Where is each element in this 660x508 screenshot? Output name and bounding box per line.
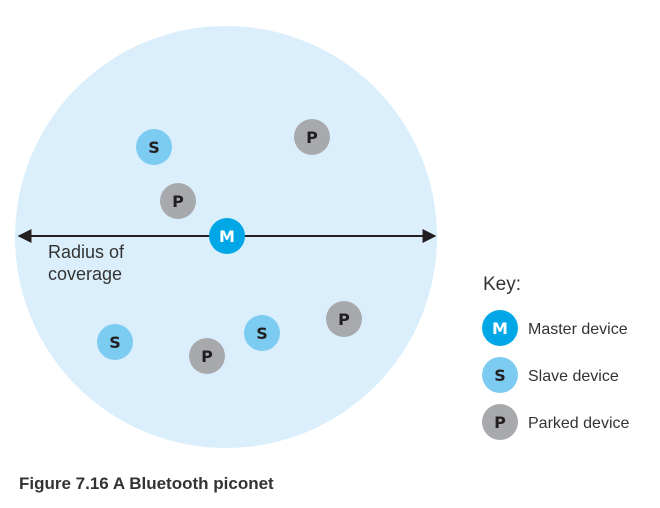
- parked-device-icon: [160, 183, 196, 219]
- key-label-master: Master device: [528, 321, 628, 338]
- parked-device-node: P: [160, 183, 196, 219]
- key-item-master: M: [482, 310, 518, 346]
- slave-device-icon: [136, 129, 172, 165]
- piconet-diagram: Radius of coverage S P P M S P S P Key: M Master…: [15, 26, 629, 448]
- parked-device-icon: [326, 301, 362, 337]
- device-nodes: S P P M S P S P: [97, 119, 362, 374]
- key-label-slave: Slave device: [528, 368, 619, 385]
- slave-device-letter: S: [494, 366, 506, 385]
- parked-device-letter: P: [172, 192, 184, 211]
- slave-device-icon: [97, 324, 133, 360]
- parked-device-node: P: [189, 338, 225, 374]
- master-device-icon: [209, 218, 245, 254]
- key-item-slave: S: [482, 357, 518, 393]
- slave-device-node: S: [136, 129, 172, 165]
- radius-label-line2: coverage: [48, 264, 122, 284]
- slave-device-icon: [244, 315, 280, 351]
- radius-label-line1: Radius of: [48, 242, 125, 262]
- parked-device-letter: P: [306, 128, 318, 147]
- key-legend: M Master device S Slave device P Parked devic…: [482, 310, 629, 440]
- slave-device-node: S: [244, 315, 280, 351]
- parked-device-letter: P: [494, 413, 506, 432]
- parked-device-icon: [294, 119, 330, 155]
- key-label-parked: Parked device: [528, 415, 629, 432]
- parked-device-node: P: [326, 301, 362, 337]
- slave-device-icon: [482, 357, 518, 393]
- master-device-node: M: [209, 218, 245, 254]
- slave-device-node: S: [97, 324, 133, 360]
- parked-device-letter: P: [338, 310, 350, 329]
- key-item-parked: P: [482, 404, 518, 440]
- slave-device-letter: S: [109, 333, 121, 352]
- parked-device-icon: [482, 404, 518, 440]
- key-title: Key:: [483, 274, 521, 295]
- master-device-icon: [482, 310, 518, 346]
- slave-device-letter: S: [148, 138, 160, 157]
- master-device-letter: M: [492, 319, 508, 338]
- parked-device-node: P: [294, 119, 330, 155]
- parked-device-letter: P: [201, 347, 213, 366]
- slave-device-letter: S: [256, 324, 268, 343]
- figure-caption: Figure 7.16 A Bluetooth piconet: [19, 474, 274, 493]
- parked-device-icon: [189, 338, 225, 374]
- master-device-letter: M: [219, 227, 235, 246]
